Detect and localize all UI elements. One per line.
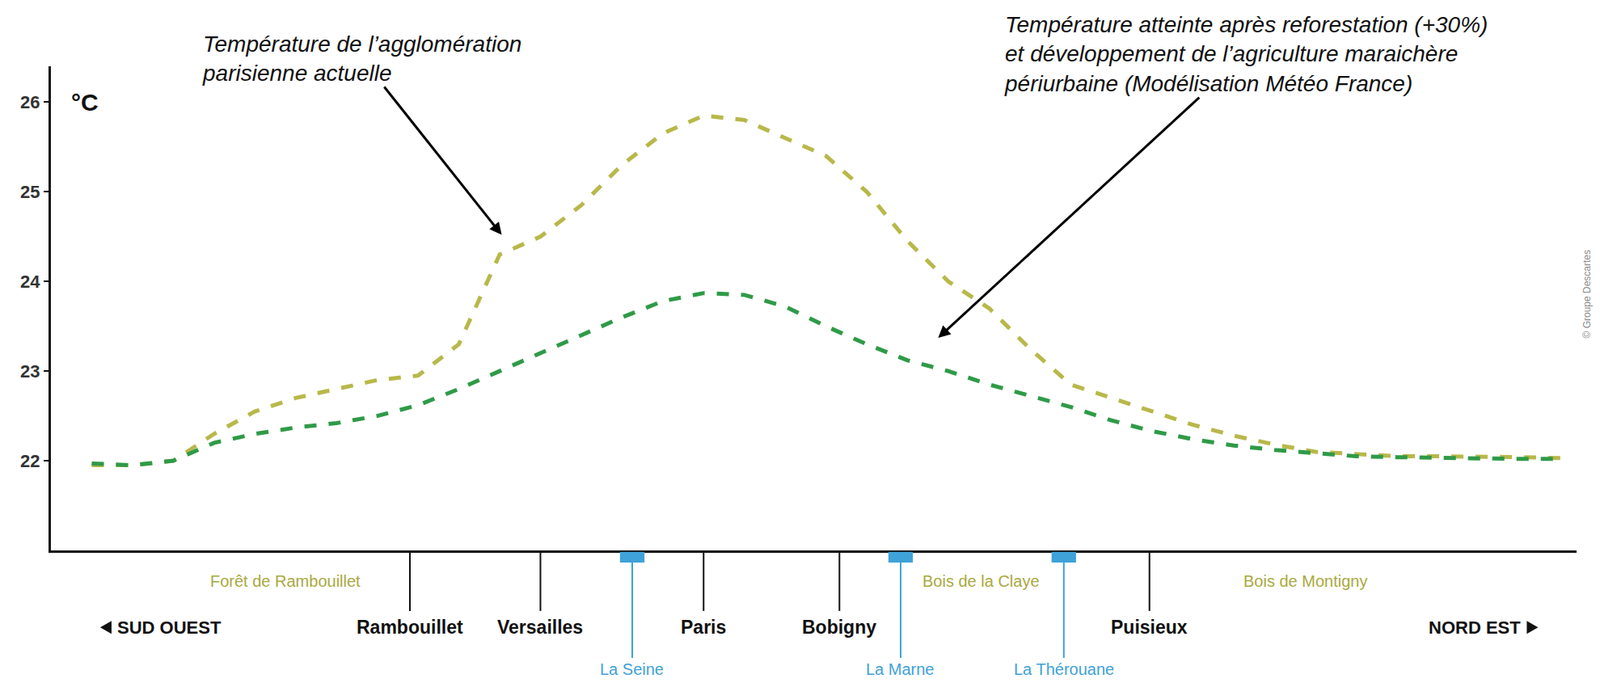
svg-text:La Marne: La Marne [865, 660, 935, 679]
svg-text:22: 22 [20, 451, 40, 472]
svg-text:24: 24 [20, 271, 41, 292]
svg-text:La Seine: La Seine [599, 660, 664, 679]
svg-text:La Thérouane: La Thérouane [1013, 660, 1115, 679]
svg-text:25: 25 [20, 181, 40, 203]
svg-text:°C: °C [71, 88, 99, 116]
svg-text:Température atteinte après ref: Température atteinte après reforestation… [1004, 12, 1488, 97]
svg-text:NORD EST: NORD EST [1428, 617, 1521, 638]
svg-text:Température de l’agglomération: Température de l’agglomérationparisienne… [202, 31, 522, 86]
svg-text:Rambouillet: Rambouillet [356, 616, 464, 638]
svg-text:SUD OUEST: SUD OUEST [117, 617, 222, 638]
svg-text:Paris: Paris [680, 616, 727, 638]
svg-text:Versailles: Versailles [497, 616, 583, 638]
svg-text:Bois de la Claye: Bois de la Claye [922, 572, 1040, 591]
svg-text:Bois de Montigny: Bois de Montigny [1243, 572, 1368, 591]
svg-text:Forêt de Rambouillet: Forêt de Rambouillet [210, 572, 361, 591]
svg-text:23: 23 [20, 361, 40, 382]
svg-text:© Groupe Descartes: © Groupe Descartes [1581, 249, 1593, 339]
svg-text:Puisieux: Puisieux [1110, 616, 1188, 638]
svg-text:26: 26 [20, 92, 40, 113]
svg-text:Bobigny: Bobigny [802, 616, 877, 638]
